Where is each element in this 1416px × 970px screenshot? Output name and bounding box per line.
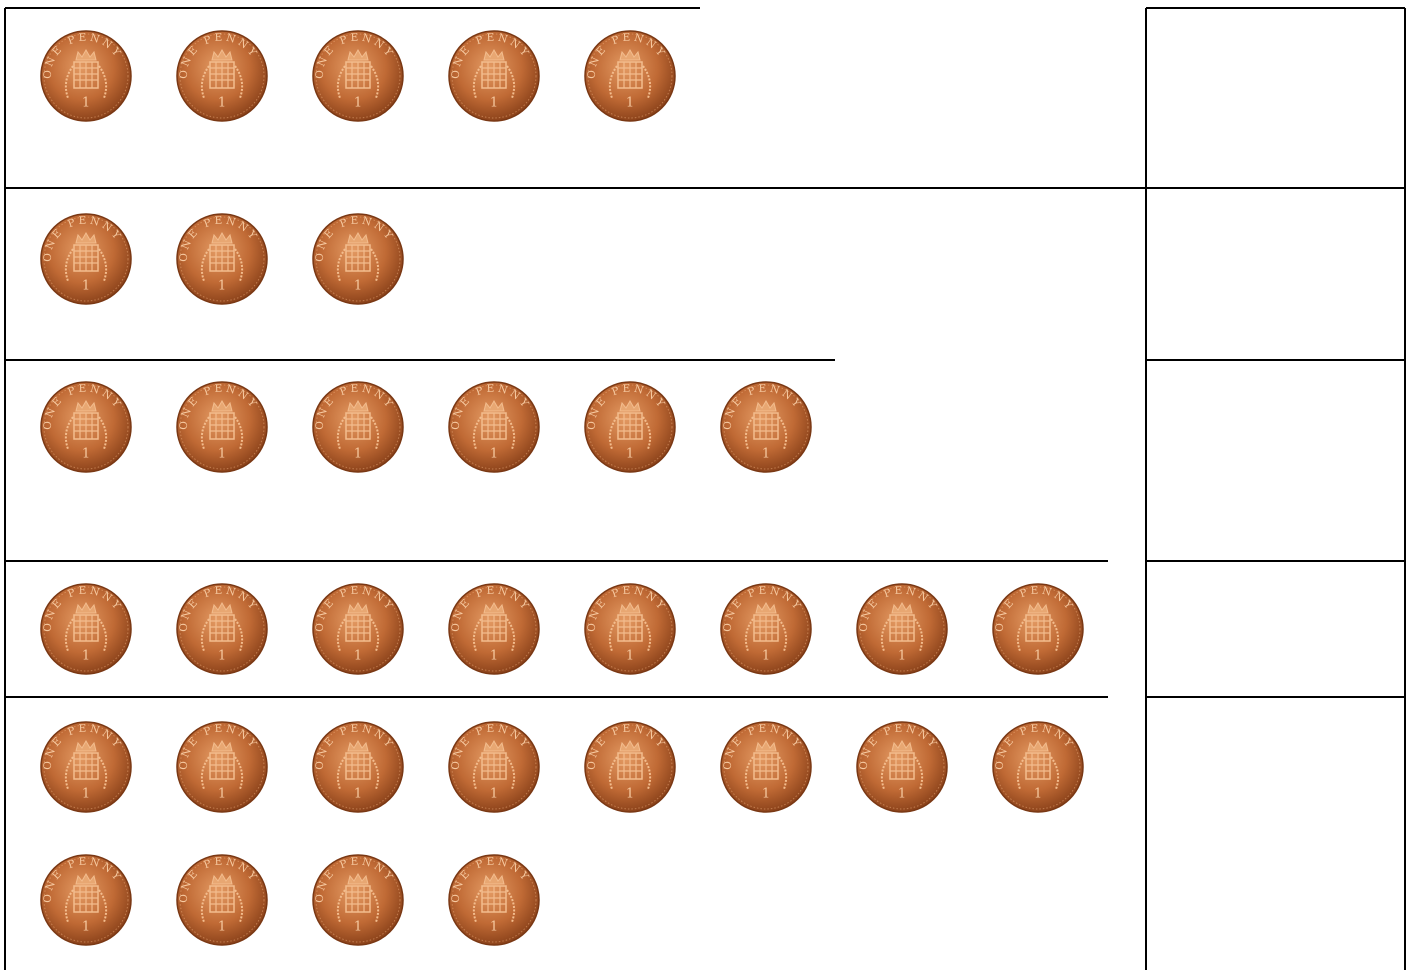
coin-numeral: 1 [218, 96, 226, 111]
answer-table [5, 8, 1405, 970]
coin-numeral: 1 [354, 649, 362, 664]
coin-numeral: 1 [82, 279, 90, 294]
coin-numeral: 1 [898, 649, 906, 664]
coin-numeral: 1 [354, 96, 362, 111]
coin-numeral: 1 [218, 649, 226, 664]
coin-numeral: 1 [490, 787, 498, 802]
coin-numeral: 1 [1034, 787, 1042, 802]
coin-numeral: 1 [490, 649, 498, 664]
coin-numeral: 1 [354, 447, 362, 462]
coin-numeral: 1 [218, 447, 226, 462]
coin-numeral: 1 [490, 920, 498, 935]
coin-numeral: 1 [626, 96, 634, 111]
coin-numeral: 1 [1034, 649, 1042, 664]
worksheet: ONE PENNY1 ONE PENNY1 ONE PENNY1 ONE PENNY1… [0, 0, 1416, 970]
coin-numeral: 1 [354, 787, 362, 802]
coin-numeral: 1 [626, 447, 634, 462]
coin-numeral: 1 [898, 787, 906, 802]
coin-numeral: 1 [626, 787, 634, 802]
coin-numeral: 1 [490, 96, 498, 111]
coin-numeral: 1 [354, 279, 362, 294]
coin-numeral: 1 [490, 447, 498, 462]
coin-numeral: 1 [218, 920, 226, 935]
coin-numeral: 1 [218, 279, 226, 294]
coin-numeral: 1 [82, 787, 90, 802]
coin-numeral: 1 [82, 96, 90, 111]
coin-numeral: 1 [82, 920, 90, 935]
coin-numeral: 1 [354, 920, 362, 935]
coin-numeral: 1 [762, 649, 770, 664]
coin-numeral: 1 [762, 787, 770, 802]
coin-numeral: 1 [626, 649, 634, 664]
coin-numeral: 1 [82, 447, 90, 462]
coin-numeral: 1 [82, 649, 90, 664]
coin-numeral: 1 [762, 447, 770, 462]
coin-numeral: 1 [218, 787, 226, 802]
